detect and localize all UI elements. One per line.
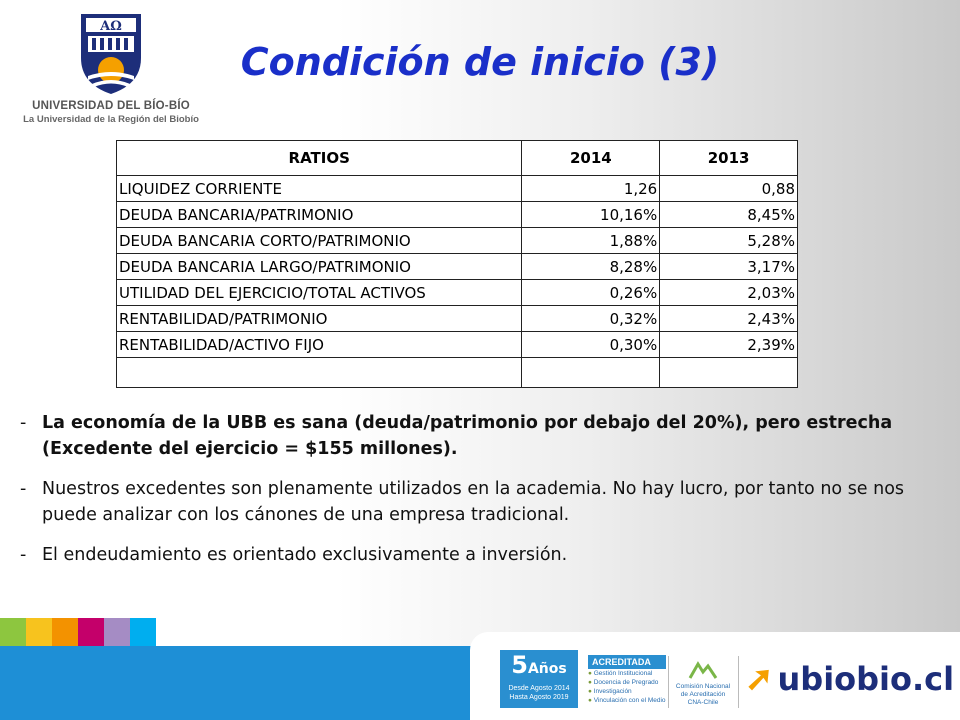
ratio-name: RENTABILIDAD/PATRIMONIO — [115, 305, 523, 332]
table-row: DEUDA BANCARIA/PATRIMONIO 10,16% 8,45% — [115, 201, 798, 228]
years-word: Años — [527, 661, 567, 677]
table-row: RENTABILIDAD/PATRIMONIO 0,32% 2,43% — [115, 305, 798, 332]
value-2013: 2,43% — [659, 305, 798, 332]
website-text: ubiobio.cl — [777, 660, 955, 698]
university-subtitle: La Universidad de la Región del Biobío — [23, 114, 199, 125]
color-strip — [0, 618, 156, 646]
ratio-name: LIQUIDEZ CORRIENTE — [115, 175, 523, 202]
bullet-list: - La economía de la UBB es sana (deuda/p… — [20, 410, 920, 582]
university-name: UNIVERSIDAD DEL BÍO-BÍO — [32, 100, 190, 112]
value-2013: 5,28% — [659, 227, 798, 254]
cna-text-1: Comisión Nacional — [675, 683, 731, 690]
table-row: DEUDA BANCARIA LARGO/PATRIMONIO 8,28% 3,… — [115, 253, 798, 280]
bullet-text: El endeudamiento es orientado exclusivam… — [42, 545, 568, 565]
value-2014: 8,28% — [521, 253, 661, 280]
bullet-dash: - — [20, 413, 27, 433]
university-logo: AΩ UNIVERSIDAD DEL BÍO-BÍO La Universida… — [16, 10, 206, 130]
accreditation-years-badge: 5Años Desde Agosto 2014 Hasta Agosto 201… — [500, 650, 578, 708]
bullet-item: - Nuestros excedentes son plenamente uti… — [20, 476, 920, 528]
footer-divider — [668, 656, 669, 708]
arrow-icon: ➚ — [745, 660, 774, 698]
website-link[interactable]: ➚ ubiobio.cl — [745, 657, 954, 701]
color-swatch — [78, 618, 104, 646]
cna-text-3: CNA-Chile — [687, 699, 719, 706]
area-item: Docencia de Pregrado — [588, 678, 666, 687]
value-2013: 2,39% — [659, 331, 798, 358]
empty-cell — [659, 357, 798, 388]
slide-title: Condición de inicio (3) — [240, 40, 720, 84]
cna-logo: Comisión Nacional de Acreditación CNA-Ch… — [672, 660, 734, 708]
table-row: RENTABILIDAD/ACTIVO FIJO 0,30% 2,39% — [115, 331, 798, 358]
footer-divider — [738, 656, 739, 708]
table-row: LIQUIDEZ CORRIENTE 1,26 0,88 — [115, 175, 798, 202]
bullet-item: - El endeudamiento es orientado exclusiv… — [20, 542, 920, 568]
value-2014: 0,30% — [521, 331, 661, 358]
svg-text:AΩ: AΩ — [99, 19, 122, 34]
color-swatch — [52, 618, 78, 646]
color-swatch — [104, 618, 130, 646]
header-2013: 2013 — [659, 140, 798, 176]
ratio-name: UTILIDAD DEL EJERCICIO/TOTAL ACTIVOS — [115, 279, 523, 306]
crest-icon: AΩ — [81, 14, 141, 94]
area-item: Investigación — [588, 687, 666, 696]
header-2014: 2014 — [521, 140, 661, 176]
color-swatch — [26, 618, 52, 646]
area-item: Vinculación con el Medio — [588, 696, 666, 705]
empty-cell — [115, 357, 523, 388]
cna-text-2: de Acreditación — [680, 691, 726, 698]
ratio-name: RENTABILIDAD/ACTIVO FIJO — [115, 331, 523, 358]
header-ratios: RATIOS — [115, 140, 523, 176]
acreditada-label: ACREDITADA — [588, 655, 666, 669]
color-swatch — [0, 618, 26, 646]
table-header-row: RATIOS 2014 2013 — [115, 140, 798, 176]
ratio-name: DEUDA BANCARIA CORTO/PATRIMONIO — [115, 227, 523, 254]
badge-to: Hasta Agosto 2019 — [509, 694, 569, 701]
ratio-name: DEUDA BANCARIA/PATRIMONIO — [115, 201, 523, 228]
ratio-name: DEUDA BANCARIA LARGO/PATRIMONIO — [115, 253, 523, 280]
bullet-text: La economía de la UBB es sana (deuda/pat… — [42, 413, 893, 459]
value-2013: 3,17% — [659, 253, 798, 280]
bullet-dash: - — [20, 545, 27, 565]
empty-cell — [521, 357, 661, 388]
cna-icon — [688, 661, 718, 679]
table-row: UTILIDAD DEL EJERCICIO/TOTAL ACTIVOS 0,2… — [115, 279, 798, 306]
bullet-dash: - — [20, 479, 27, 499]
value-2014: 1,26 — [521, 175, 661, 202]
value-2014: 0,32% — [521, 305, 661, 332]
years-number: 5 — [511, 651, 528, 679]
value-2014: 10,16% — [521, 201, 661, 228]
area-item: Gestión Institucional — [588, 669, 666, 678]
color-swatch — [130, 618, 156, 646]
value-2013: 2,03% — [659, 279, 798, 306]
ratios-table: RATIOS 2014 2013 LIQUIDEZ CORRIENTE 1,26… — [115, 140, 798, 388]
empty-table-row — [115, 357, 798, 388]
table-row: DEUDA BANCARIA CORTO/PATRIMONIO 1,88% 5,… — [115, 227, 798, 254]
bullet-item: - La economía de la UBB es sana (deuda/p… — [20, 410, 920, 462]
value-2014: 1,88% — [521, 227, 661, 254]
badge-from: Desde Agosto 2014 — [508, 685, 570, 692]
value-2014: 0,26% — [521, 279, 661, 306]
value-2013: 0,88 — [659, 175, 798, 202]
accreditation-areas: ACREDITADA Gestión Institucional Docenci… — [588, 655, 666, 709]
value-2013: 8,45% — [659, 201, 798, 228]
bullet-text: Nuestros excedentes son plenamente utili… — [42, 479, 905, 525]
